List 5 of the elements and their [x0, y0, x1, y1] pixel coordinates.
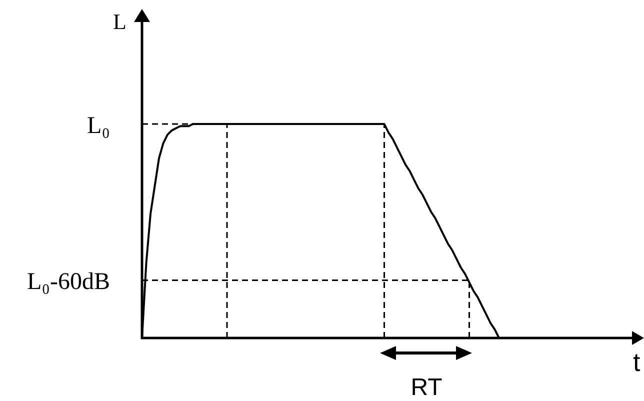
- series-label: L₀: [87, 113, 110, 139]
- x-axis-title: t: [633, 347, 640, 377]
- y-axis-title: L: [113, 9, 126, 34]
- series-label: L₀-60dB: [27, 269, 110, 296]
- text: RT: [410, 374, 442, 401]
